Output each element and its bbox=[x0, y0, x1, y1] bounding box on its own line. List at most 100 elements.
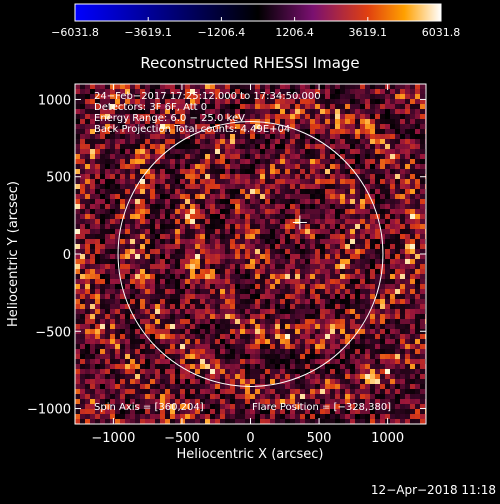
colorbar-tick-label: 3619.1 bbox=[349, 26, 388, 39]
heatmap-cell bbox=[100, 274, 105, 279]
heatmap-cell bbox=[195, 274, 200, 279]
heatmap-cell bbox=[375, 144, 380, 149]
heatmap-cell bbox=[115, 394, 120, 399]
heatmap-cell bbox=[85, 239, 90, 244]
heatmap-cell bbox=[75, 359, 80, 364]
heatmap-cell bbox=[115, 374, 120, 379]
heatmap-cell bbox=[95, 319, 100, 324]
heatmap-cell bbox=[245, 399, 250, 404]
heatmap-cell bbox=[175, 399, 180, 404]
heatmap-cell bbox=[205, 194, 210, 199]
heatmap-cell bbox=[340, 174, 345, 179]
heatmap-cell bbox=[190, 264, 195, 269]
heatmap-cell bbox=[325, 209, 330, 214]
heatmap-cell bbox=[205, 159, 210, 164]
heatmap-cell bbox=[245, 359, 250, 364]
heatmap-cell bbox=[185, 369, 190, 374]
heatmap-cell bbox=[410, 89, 415, 94]
heatmap-cell bbox=[95, 134, 100, 139]
heatmap-cell bbox=[330, 149, 335, 154]
heatmap-cell bbox=[395, 304, 400, 309]
heatmap-cell bbox=[180, 119, 185, 124]
heatmap-cell bbox=[380, 404, 385, 409]
heatmap-cell bbox=[135, 379, 140, 384]
heatmap-cell bbox=[415, 239, 420, 244]
heatmap-cell bbox=[275, 249, 280, 254]
heatmap-cell bbox=[140, 219, 145, 224]
heatmap-cell bbox=[330, 334, 335, 339]
heatmap-cell bbox=[150, 404, 155, 409]
flare-marker bbox=[292, 215, 307, 230]
heatmap-cell bbox=[100, 214, 105, 219]
heatmap-cell bbox=[410, 149, 415, 154]
heatmap-cell bbox=[175, 174, 180, 179]
heatmap-cell bbox=[405, 199, 410, 204]
heatmap-cell bbox=[140, 139, 145, 144]
heatmap-cell bbox=[205, 164, 210, 169]
heatmap-cell bbox=[135, 319, 140, 324]
heatmap-cell bbox=[215, 204, 220, 209]
heatmap-cell bbox=[235, 284, 240, 289]
heatmap-cell bbox=[200, 234, 205, 239]
heatmap-cell bbox=[360, 84, 365, 89]
heatmap-cell bbox=[135, 329, 140, 334]
heatmap-cell bbox=[150, 99, 155, 104]
heatmap-cell bbox=[330, 339, 335, 344]
heatmap-cell bbox=[315, 319, 320, 324]
heatmap-cell bbox=[365, 389, 370, 394]
heatmap-cell bbox=[400, 104, 405, 109]
heatmap-cell bbox=[175, 334, 180, 339]
heatmap-cell bbox=[395, 134, 400, 139]
heatmap-cell bbox=[125, 94, 130, 99]
heatmap-cell bbox=[400, 404, 405, 409]
heatmap-cell bbox=[335, 179, 340, 184]
heatmap-cell bbox=[345, 369, 350, 374]
heatmap-cell bbox=[255, 399, 260, 404]
heatmap-cell bbox=[400, 369, 405, 374]
heatmap-cell bbox=[75, 249, 80, 254]
heatmap-cell bbox=[285, 144, 290, 149]
heatmap-cell bbox=[220, 284, 225, 289]
heatmap-cell bbox=[420, 104, 425, 109]
heatmap-cell bbox=[130, 369, 135, 374]
heatmap-cell bbox=[300, 174, 305, 179]
heatmap-cell bbox=[235, 179, 240, 184]
heatmap-cell bbox=[120, 364, 125, 369]
heatmap-cell bbox=[220, 254, 225, 259]
heatmap-cell bbox=[290, 134, 295, 139]
heatmap-cell bbox=[275, 139, 280, 144]
heatmap-cell bbox=[200, 109, 205, 114]
heatmap-cell bbox=[285, 294, 290, 299]
heatmap-cell bbox=[205, 219, 210, 224]
heatmap-cell bbox=[185, 89, 190, 94]
heatmap-cell bbox=[175, 229, 180, 234]
heatmap-cell bbox=[290, 359, 295, 364]
heatmap-cell bbox=[330, 324, 335, 329]
heatmap-cell bbox=[345, 269, 350, 274]
heatmap-cell bbox=[105, 164, 110, 169]
heatmap-cell bbox=[360, 104, 365, 109]
heatmap-cell bbox=[295, 244, 300, 249]
heatmap-cell bbox=[100, 184, 105, 189]
heatmap-cell bbox=[380, 399, 385, 404]
heatmap-cell bbox=[295, 129, 300, 134]
heatmap-cell bbox=[210, 339, 215, 344]
heatmap-cell bbox=[365, 149, 370, 154]
heatmap-cell bbox=[300, 224, 305, 229]
heatmap-cell bbox=[395, 299, 400, 304]
heatmap-cell bbox=[325, 244, 330, 249]
heatmap-cell bbox=[365, 414, 370, 419]
heatmap-cell bbox=[365, 384, 370, 389]
heatmap-cell bbox=[210, 259, 215, 264]
heatmap-cell bbox=[370, 419, 375, 424]
heatmap-cell bbox=[225, 184, 230, 189]
heatmap-cell bbox=[385, 394, 390, 399]
heatmap-cell bbox=[210, 214, 215, 219]
heatmap-cell bbox=[110, 144, 115, 149]
heatmap-cell bbox=[135, 334, 140, 339]
heatmap-cell bbox=[295, 279, 300, 284]
heatmap-cell bbox=[75, 344, 80, 349]
heatmap-cell bbox=[360, 129, 365, 134]
heatmap-cell bbox=[280, 364, 285, 369]
colorbar-tick-label: −6031.8 bbox=[51, 26, 99, 39]
